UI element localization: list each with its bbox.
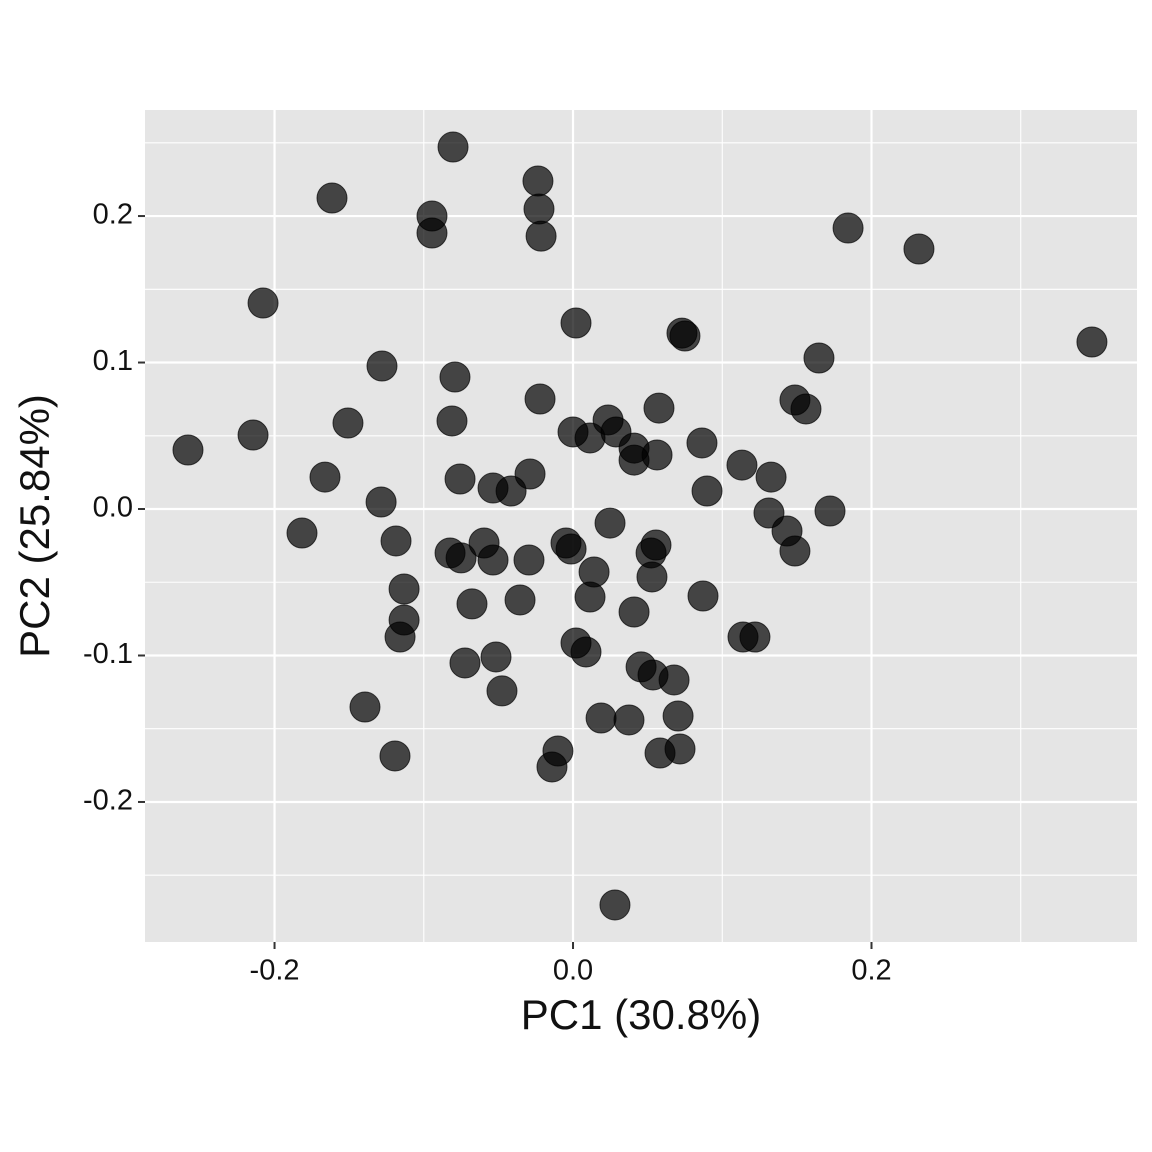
point <box>449 647 481 679</box>
point <box>388 573 420 605</box>
point <box>687 580 719 612</box>
point <box>349 691 381 723</box>
point <box>416 217 448 249</box>
point <box>618 596 650 628</box>
y-tick-label: -0.1 <box>83 638 133 670</box>
point <box>903 233 935 265</box>
point <box>332 407 364 439</box>
point <box>560 307 592 339</box>
x-tick-label: -0.2 <box>250 955 300 987</box>
point <box>523 193 555 225</box>
point <box>524 383 556 415</box>
point <box>574 581 606 613</box>
point <box>436 405 468 437</box>
point <box>643 392 675 424</box>
point <box>172 434 204 466</box>
point <box>594 507 626 539</box>
point <box>495 475 527 507</box>
point <box>247 287 279 319</box>
point <box>480 641 512 673</box>
point <box>574 422 606 454</box>
point <box>365 486 397 518</box>
point <box>366 350 398 382</box>
point <box>726 449 758 481</box>
point <box>379 740 411 772</box>
point <box>477 544 509 576</box>
point <box>585 702 617 734</box>
x-tick-label: 0.0 <box>553 955 593 987</box>
point <box>641 439 673 471</box>
point <box>755 461 787 493</box>
point <box>832 212 864 244</box>
point <box>437 131 469 163</box>
point <box>286 517 318 549</box>
point <box>555 533 587 565</box>
point <box>439 361 471 393</box>
y-axis-label: PC2 (25.84%) <box>11 394 58 658</box>
point <box>613 704 645 736</box>
point <box>691 475 723 507</box>
point <box>309 461 341 493</box>
point <box>1076 326 1108 358</box>
point <box>486 675 518 707</box>
x-axis-label: PC1 (30.8%) <box>521 991 761 1038</box>
point <box>237 419 269 451</box>
point <box>384 621 416 653</box>
point <box>669 320 701 352</box>
point <box>444 463 476 495</box>
point <box>658 664 690 696</box>
point <box>779 535 811 567</box>
point <box>456 588 488 620</box>
point <box>445 542 477 574</box>
y-tick-label: 0.2 <box>93 199 133 231</box>
point <box>803 342 835 374</box>
point <box>570 636 602 668</box>
point <box>636 561 668 593</box>
y-tick-label: -0.2 <box>83 785 133 817</box>
point <box>664 733 696 765</box>
point <box>380 525 412 557</box>
point <box>525 220 557 252</box>
point <box>513 544 545 576</box>
y-tick-label: 0.0 <box>93 492 133 524</box>
x-tick-label: 0.2 <box>851 955 891 987</box>
point <box>599 889 631 921</box>
point <box>504 584 536 616</box>
point <box>814 495 846 527</box>
point <box>790 393 822 425</box>
point <box>536 751 568 783</box>
point <box>739 621 771 653</box>
point <box>522 165 554 197</box>
point <box>686 427 718 459</box>
point <box>662 700 694 732</box>
y-tick-label: 0.1 <box>93 345 133 377</box>
point <box>316 182 348 214</box>
